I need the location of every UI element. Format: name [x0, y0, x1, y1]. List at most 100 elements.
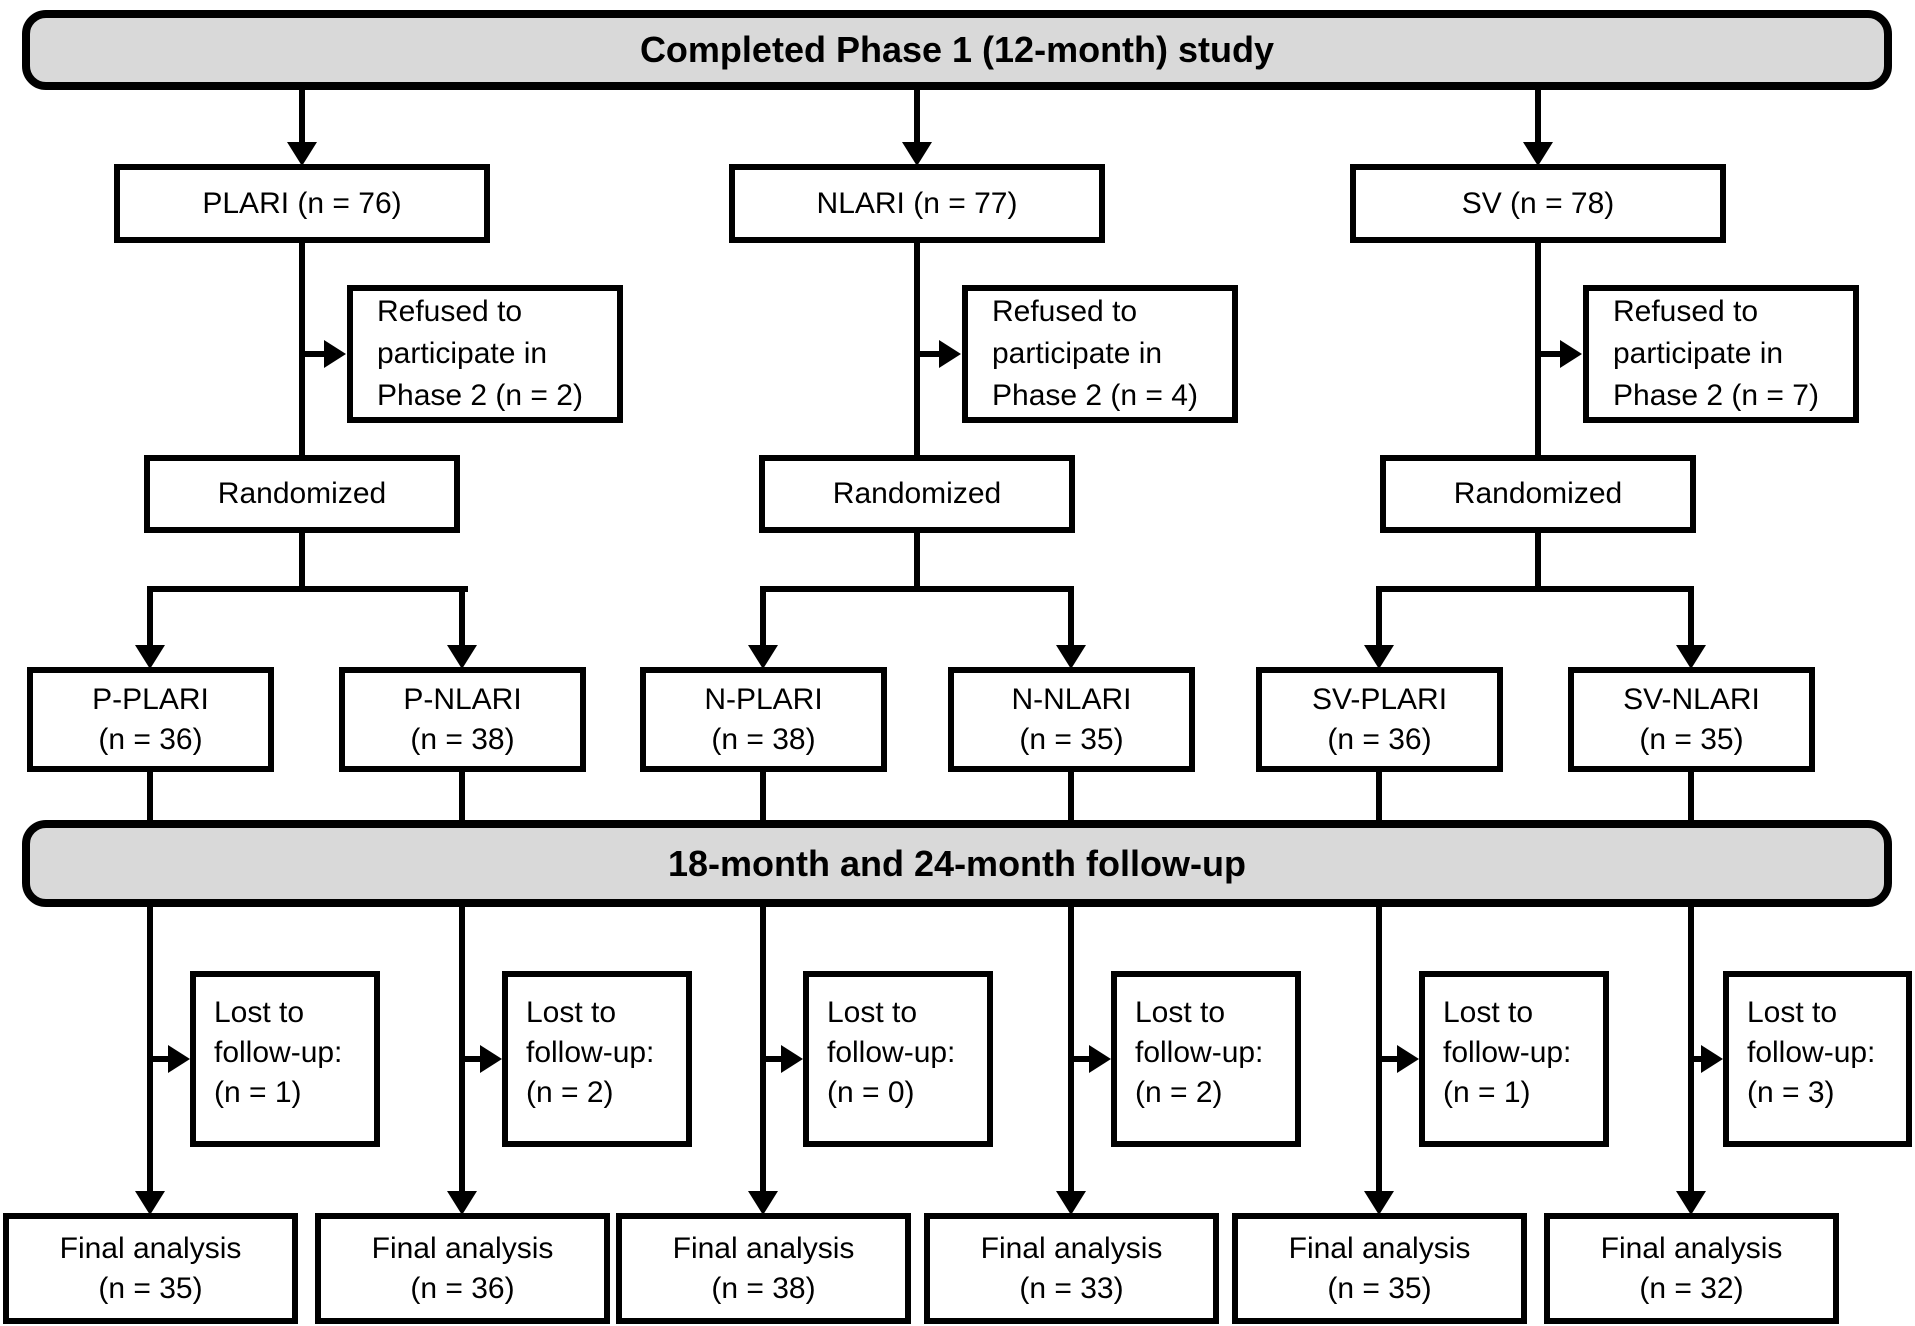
flow-line [1376, 772, 1382, 820]
flow-line [1376, 907, 1382, 1193]
group-label: SV (n = 78) [1461, 186, 1615, 220]
flow-line [1068, 586, 1074, 648]
followup-banner-label: 18-month and 24-month follow-up [668, 842, 1246, 884]
arrow-down-icon [1364, 1191, 1394, 1215]
final-n: (n = 33) [1019, 1271, 1124, 1305]
flow-line [760, 586, 1074, 592]
lost-line: follow-up: [1747, 1036, 1876, 1069]
lost-box-p-plari: Lost to follow-up: (n = 1) [190, 971, 380, 1147]
refused-box-plari: Refused to participate in Phase 2 (n = 2… [347, 285, 623, 423]
flow-line [1688, 772, 1694, 820]
arrow-down-icon [287, 142, 317, 166]
refused-line: Phase 2 (n = 4) [992, 379, 1198, 412]
arrow-down-icon [1523, 142, 1553, 166]
lost-line: follow-up: [526, 1036, 655, 1069]
arm-n: (n = 38) [410, 722, 515, 756]
flow-line [760, 772, 766, 820]
flow-line [914, 533, 920, 592]
flow-line [1071, 1056, 1093, 1062]
flow-line [299, 243, 305, 455]
refused-line: participate in [377, 337, 548, 370]
arm-name: P-NLARI [403, 682, 522, 716]
flow-line [763, 1056, 785, 1062]
flow-line [1688, 586, 1694, 648]
lost-line: (n = 1) [1443, 1076, 1531, 1109]
refused-line: Phase 2 (n = 7) [1613, 379, 1819, 412]
flow-line [462, 1056, 484, 1062]
randomized-box-nlari: Randomized [759, 455, 1075, 533]
flow-line [1068, 907, 1074, 1193]
flow-line [1691, 1056, 1705, 1062]
flow-line [150, 1056, 172, 1062]
final-n: (n = 35) [1327, 1271, 1432, 1305]
lost-line: follow-up: [1135, 1036, 1264, 1069]
lost-line: Lost to [526, 996, 617, 1029]
arrow-down-icon [748, 1191, 778, 1215]
arrow-down-icon [447, 1191, 477, 1215]
arrow-right-icon [168, 1045, 190, 1073]
refused-line: Refused to [992, 295, 1138, 328]
lost-line: (n = 2) [526, 1076, 614, 1109]
flow-line [1376, 586, 1382, 648]
lost-line: follow-up: [827, 1036, 956, 1069]
flow-line [1538, 351, 1566, 357]
arrow-down-icon [447, 645, 477, 669]
flow-line [147, 586, 468, 592]
flow-line [1535, 533, 1541, 592]
group-label: NLARI (n = 77) [816, 186, 1018, 220]
lost-line: (n = 0) [827, 1076, 915, 1109]
refused-box-nlari: Refused to participate in Phase 2 (n = 4… [962, 285, 1238, 423]
flow-line [914, 90, 920, 144]
lost-line: (n = 1) [214, 1076, 302, 1109]
arm-box-n-plari: N-PLARI (n = 38) [640, 667, 887, 772]
lost-box-sv-nlari: Lost to follow-up: (n = 3) [1723, 971, 1912, 1147]
flow-line [147, 772, 153, 820]
lost-line: (n = 2) [1135, 1076, 1223, 1109]
flow-line [1068, 772, 1074, 820]
lost-line: Lost to [214, 996, 305, 1029]
final-box-n-plari: Final analysis (n = 38) [616, 1213, 911, 1324]
refused-line: Refused to [377, 295, 523, 328]
flow-line [760, 907, 766, 1193]
group-box-plari: PLARI (n = 76) [114, 164, 490, 243]
lost-box-n-plari: Lost to follow-up: (n = 0) [803, 971, 993, 1147]
lost-box-n-nlari: Lost to follow-up: (n = 2) [1111, 971, 1301, 1147]
final-n: (n = 32) [1639, 1271, 1744, 1305]
flow-line [917, 351, 945, 357]
arrow-down-icon [902, 142, 932, 166]
arrow-down-icon [1676, 1191, 1706, 1215]
arrow-right-icon [480, 1045, 502, 1073]
randomized-box-sv: Randomized [1380, 455, 1696, 533]
lost-line: (n = 3) [1747, 1076, 1835, 1109]
arrow-right-icon [1089, 1045, 1111, 1073]
arm-name: N-NLARI [1011, 682, 1132, 716]
flow-line [1535, 90, 1541, 144]
flow-line [1535, 243, 1541, 455]
phase1-banner-label: Completed Phase 1 (12-month) study [639, 29, 1275, 70]
arm-name: SV-PLARI [1311, 682, 1448, 716]
refused-box-sv: Refused to participate in Phase 2 (n = 7… [1583, 285, 1859, 423]
flow-line [459, 907, 465, 1193]
final-box-sv-plari: Final analysis (n = 35) [1232, 1213, 1527, 1324]
arrow-down-icon [1056, 1191, 1086, 1215]
flow-line [914, 243, 920, 455]
flow-line [760, 586, 766, 648]
lost-line: follow-up: [214, 1036, 343, 1069]
final-n: (n = 38) [711, 1271, 816, 1305]
arrow-down-icon [135, 645, 165, 669]
arm-name: P-PLARI [92, 682, 209, 716]
flow-line [147, 586, 153, 648]
flow-line [459, 772, 465, 820]
arrow-right-icon [1397, 1045, 1419, 1073]
flow-line [459, 586, 465, 648]
arm-n: (n = 36) [98, 722, 203, 756]
final-label: Final analysis [59, 1231, 242, 1265]
lost-line: Lost to [1135, 996, 1226, 1029]
lost-box-sv-plari: Lost to follow-up: (n = 1) [1419, 971, 1609, 1147]
final-box-p-plari: Final analysis (n = 35) [3, 1213, 298, 1324]
arrow-down-icon [1364, 645, 1394, 669]
arm-box-sv-nlari: SV-NLARI (n = 35) [1568, 667, 1815, 772]
final-box-p-nlari: Final analysis (n = 36) [315, 1213, 610, 1324]
arm-name: N-PLARI [704, 682, 823, 716]
final-n: (n = 35) [98, 1271, 203, 1305]
